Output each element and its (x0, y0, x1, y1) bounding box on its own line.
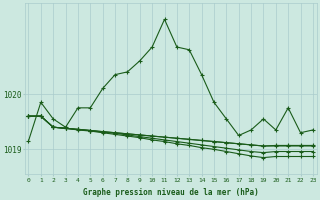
X-axis label: Graphe pression niveau de la mer (hPa): Graphe pression niveau de la mer (hPa) (83, 188, 259, 197)
